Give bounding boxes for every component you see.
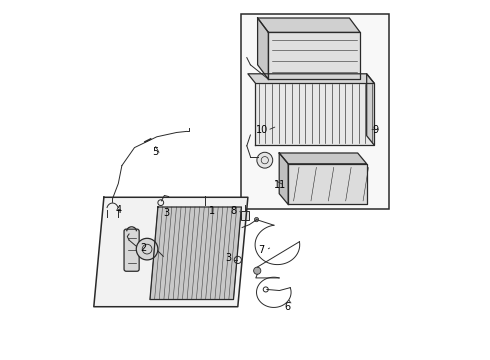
Circle shape <box>257 152 273 168</box>
Circle shape <box>254 267 261 274</box>
Polygon shape <box>94 197 248 307</box>
Text: 11: 11 <box>274 180 287 190</box>
Text: 1: 1 <box>209 206 215 216</box>
Polygon shape <box>248 74 374 83</box>
Text: 2: 2 <box>140 243 147 253</box>
Polygon shape <box>258 18 269 79</box>
Bar <box>242 211 249 220</box>
Polygon shape <box>279 153 367 164</box>
Polygon shape <box>279 153 288 204</box>
FancyBboxPatch shape <box>124 229 139 271</box>
Text: 4: 4 <box>115 204 122 215</box>
Text: 9: 9 <box>372 125 378 135</box>
Text: 3: 3 <box>226 253 232 264</box>
Polygon shape <box>255 83 374 145</box>
Polygon shape <box>288 164 367 204</box>
Polygon shape <box>258 18 360 32</box>
Text: 10: 10 <box>256 125 269 135</box>
Polygon shape <box>150 207 242 300</box>
Bar <box>241 14 389 209</box>
Polygon shape <box>269 32 360 79</box>
Polygon shape <box>367 74 374 145</box>
Circle shape <box>254 217 259 222</box>
Text: 3: 3 <box>164 208 170 218</box>
Text: 8: 8 <box>230 206 237 216</box>
Text: 7: 7 <box>258 245 264 255</box>
Circle shape <box>136 238 158 260</box>
Text: 6: 6 <box>284 302 291 312</box>
Text: 5: 5 <box>152 147 159 157</box>
